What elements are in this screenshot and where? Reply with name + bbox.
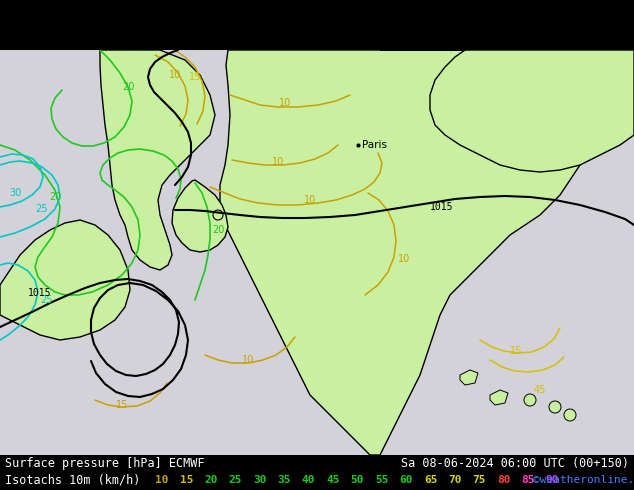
Circle shape — [564, 409, 576, 421]
Polygon shape — [172, 180, 228, 252]
Text: 20: 20 — [122, 82, 134, 92]
Text: 10: 10 — [398, 254, 410, 264]
Text: 45: 45 — [534, 385, 546, 395]
Text: 15: 15 — [116, 400, 128, 410]
Text: 70: 70 — [448, 475, 462, 485]
Text: 1015: 1015 — [430, 202, 453, 212]
Text: 10: 10 — [272, 157, 284, 167]
Text: 10: 10 — [242, 355, 254, 365]
Text: Sa 08-06-2024 06:00 UTC (00+150): Sa 08-06-2024 06:00 UTC (00+150) — [401, 457, 629, 469]
Text: 15: 15 — [189, 72, 201, 82]
Text: 10: 10 — [155, 475, 169, 485]
Polygon shape — [380, 50, 634, 172]
Circle shape — [549, 401, 561, 413]
Text: 90: 90 — [546, 475, 559, 485]
Polygon shape — [490, 390, 508, 405]
Text: 30: 30 — [253, 475, 266, 485]
Text: 50: 50 — [351, 475, 364, 485]
Text: 1015: 1015 — [28, 288, 51, 298]
Text: Isotachs 10m (km/h): Isotachs 10m (km/h) — [5, 474, 148, 487]
Text: 40: 40 — [302, 475, 315, 485]
Text: 25: 25 — [36, 204, 48, 214]
Text: 45: 45 — [326, 475, 340, 485]
Polygon shape — [220, 50, 590, 455]
Text: Paris: Paris — [362, 140, 387, 150]
Text: 20: 20 — [49, 192, 61, 202]
Text: 55: 55 — [375, 475, 389, 485]
Text: 15: 15 — [510, 346, 522, 356]
Text: Surface pressure [hPa] ECMWF: Surface pressure [hPa] ECMWF — [5, 457, 205, 469]
Polygon shape — [460, 370, 478, 385]
Text: 20: 20 — [204, 475, 217, 485]
Text: 10: 10 — [279, 98, 291, 108]
Circle shape — [524, 394, 536, 406]
Text: 35: 35 — [278, 475, 291, 485]
Polygon shape — [100, 50, 215, 270]
Text: 65: 65 — [424, 475, 437, 485]
Text: 30: 30 — [9, 188, 21, 198]
Text: 10: 10 — [169, 70, 181, 80]
Text: 25: 25 — [40, 295, 53, 305]
Text: 10: 10 — [304, 195, 316, 205]
Text: 25: 25 — [228, 475, 242, 485]
Text: 85: 85 — [521, 475, 535, 485]
Polygon shape — [0, 220, 130, 340]
Circle shape — [213, 210, 223, 220]
Text: ©weatheronline.co.uk: ©weatheronline.co.uk — [533, 475, 634, 485]
Text: 75: 75 — [472, 475, 486, 485]
Text: 15: 15 — [180, 475, 193, 485]
Text: 60: 60 — [399, 475, 413, 485]
Text: 20: 20 — [212, 225, 224, 235]
Text: 80: 80 — [497, 475, 510, 485]
